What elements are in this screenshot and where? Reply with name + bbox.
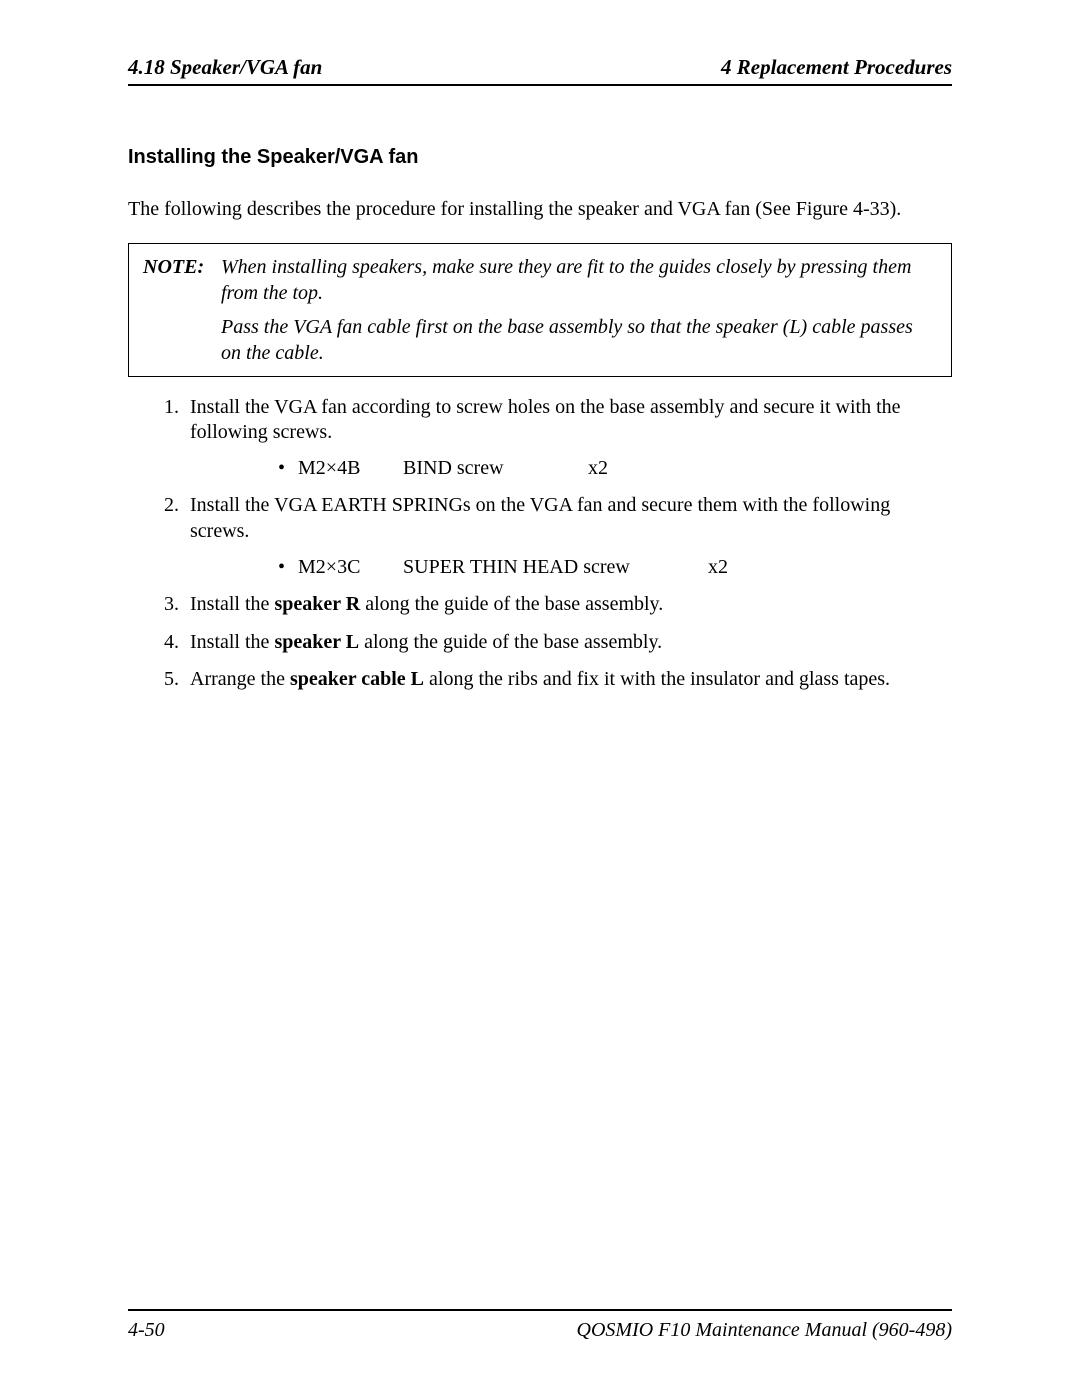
- step-3-bold: speaker R: [274, 593, 360, 615]
- screw-spec: M2×3C: [298, 555, 398, 581]
- steps-list: Install the VGA fan according to screw h…: [142, 395, 952, 693]
- step-1: Install the VGA fan according to screw h…: [184, 395, 952, 482]
- step-5-bold: speaker cable L: [290, 668, 424, 690]
- note-para-1: When installing speakers, make sure they…: [221, 254, 937, 306]
- page-footer: 4-50 QOSMIO F10 Maintenance Manual (960-…: [128, 1309, 952, 1342]
- step-1-bullet: M2×4B BIND screw x2: [190, 456, 952, 482]
- footer-left: 4-50: [128, 1319, 165, 1342]
- note-body: When installing speakers, make sure they…: [221, 254, 937, 366]
- step-3: Install the speaker R along the guide of…: [184, 592, 952, 618]
- screw-type: SUPER THIN HEAD screw: [403, 555, 703, 581]
- step-5-pre: Arrange the: [190, 668, 290, 690]
- note-box: NOTE: When installing speakers, make sur…: [128, 243, 952, 377]
- footer-right: QOSMIO F10 Maintenance Manual (960-498): [577, 1319, 952, 1342]
- page-header: 4.18 Speaker/VGA fan 4 Replacement Proce…: [128, 55, 952, 86]
- step-4-bold: speaker L: [274, 631, 359, 653]
- step-3-post: along the guide of the base assembly.: [360, 593, 663, 615]
- note-label: NOTE:: [143, 254, 221, 366]
- step-5: Arrange the speaker cable L along the ri…: [184, 667, 952, 693]
- screw-qty: x2: [588, 457, 608, 479]
- step-3-pre: Install the: [190, 593, 274, 615]
- header-left: 4.18 Speaker/VGA fan: [128, 55, 322, 80]
- screw-spec: M2×4B: [298, 456, 398, 482]
- step-1-text: Install the VGA fan according to screw h…: [190, 396, 901, 444]
- intro-paragraph: The following describes the procedure fo…: [128, 197, 952, 223]
- step-2-text: Install the VGA EARTH SPRINGs on the VGA…: [190, 494, 890, 542]
- step-4-pre: Install the: [190, 631, 274, 653]
- section-title: Installing the Speaker/VGA fan: [128, 146, 952, 169]
- step-2: Install the VGA EARTH SPRINGs on the VGA…: [184, 493, 952, 580]
- step-2-bullet: M2×3C SUPER THIN HEAD screw x2: [190, 555, 952, 581]
- step-4-post: along the guide of the base assembly.: [359, 631, 662, 653]
- header-right: 4 Replacement Procedures: [721, 55, 952, 80]
- step-5-post: along the ribs and fix it with the insul…: [424, 668, 890, 690]
- step-4: Install the speaker L along the guide of…: [184, 630, 952, 656]
- note-para-2: Pass the VGA fan cable first on the base…: [221, 314, 937, 366]
- screw-qty: x2: [708, 556, 728, 578]
- screw-type: BIND screw: [403, 456, 583, 482]
